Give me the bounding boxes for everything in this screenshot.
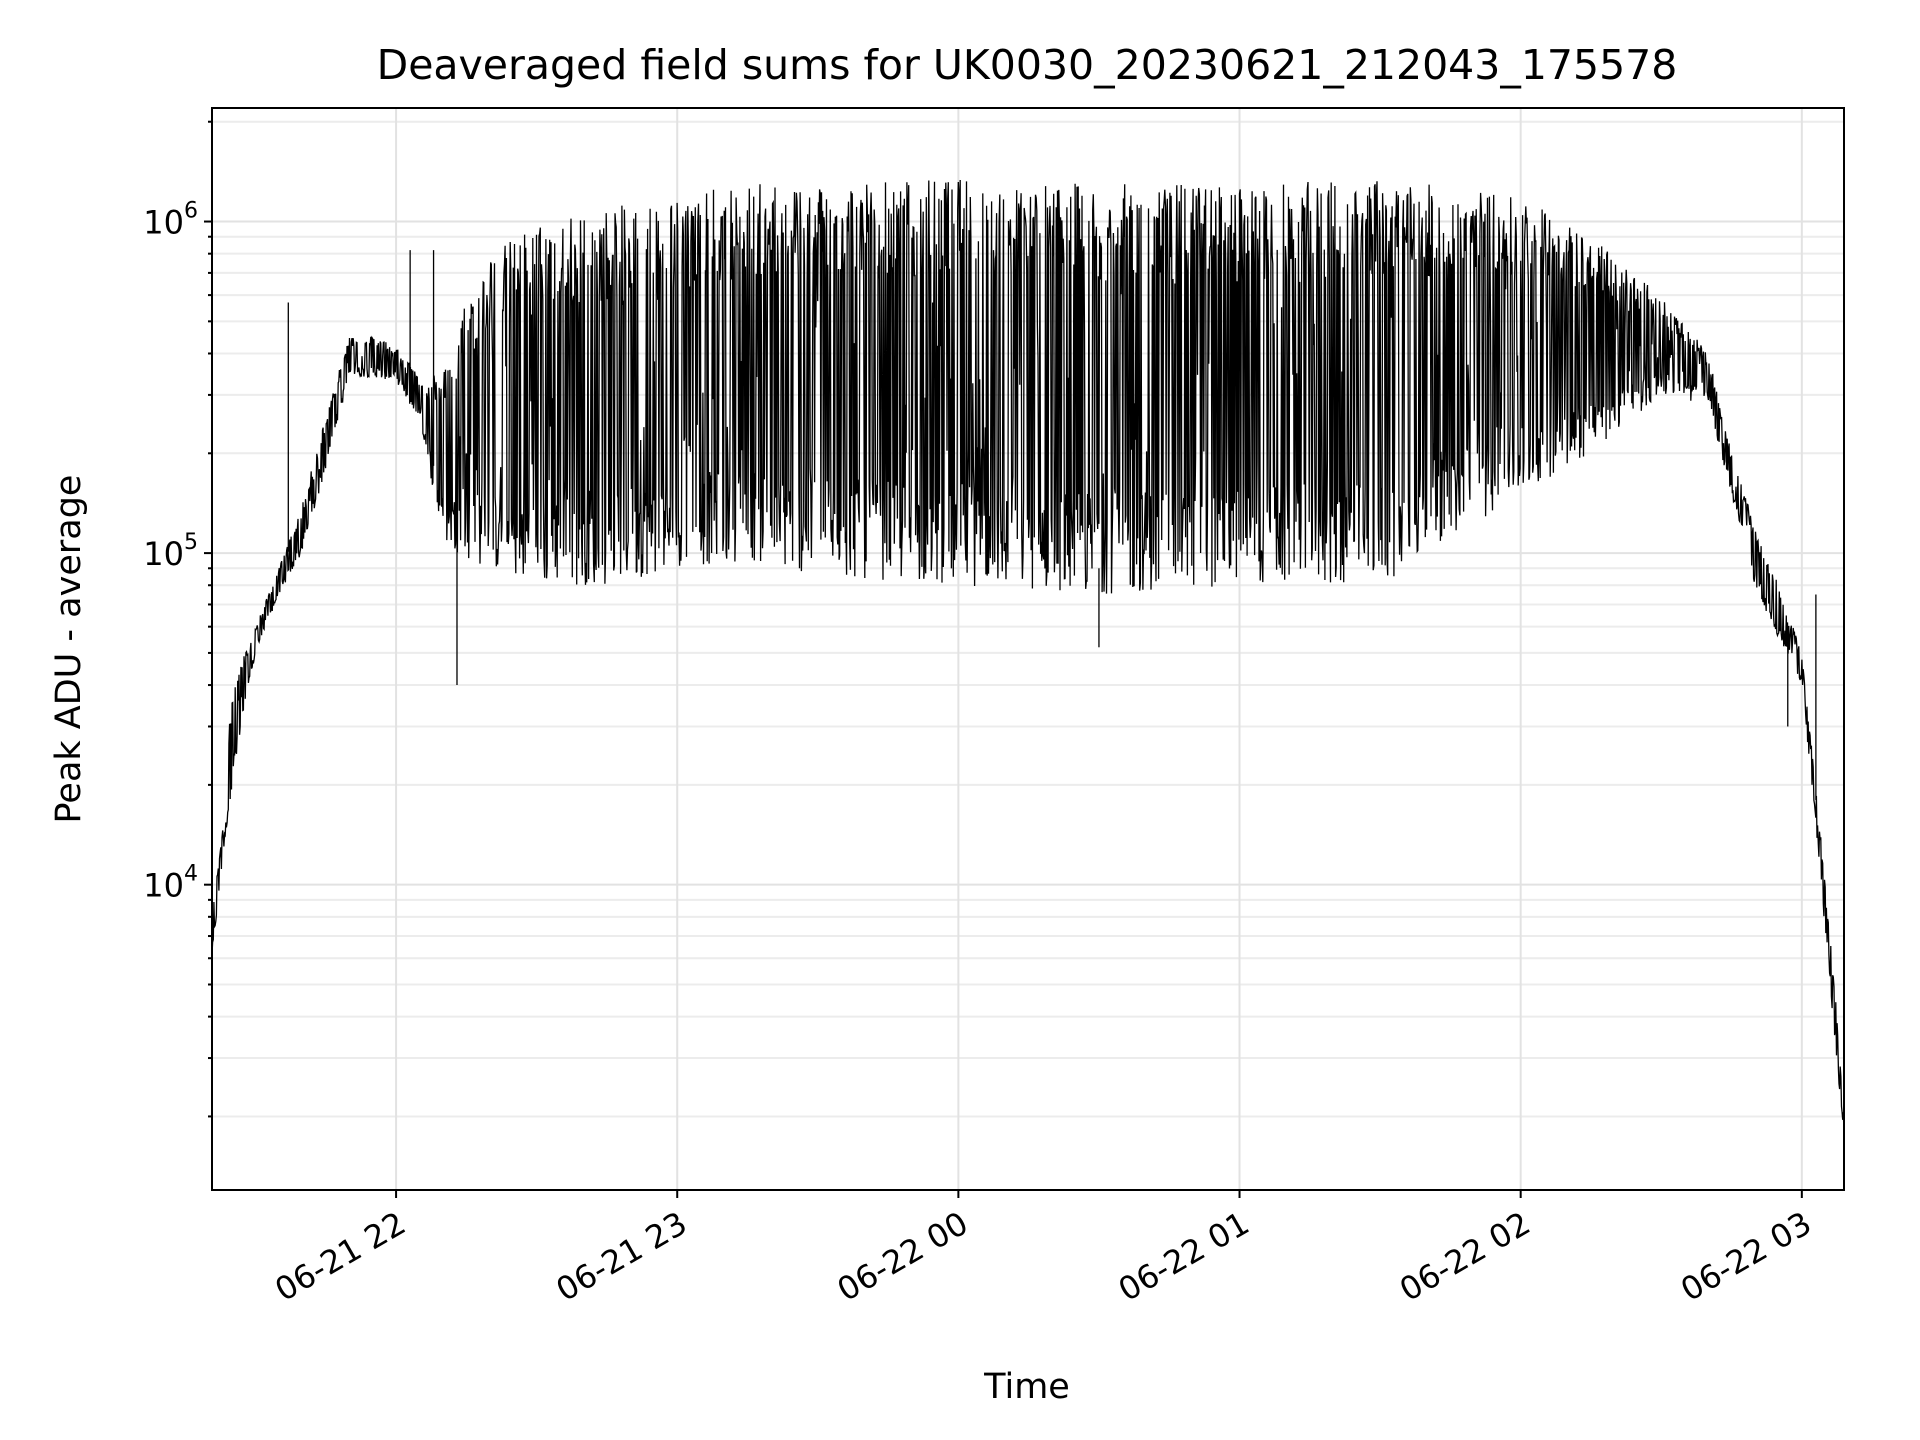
y-tick-label: 104: [143, 862, 198, 905]
series-line: [211, 179, 1845, 1136]
x-tick-label: 06-22 01: [1112, 1204, 1256, 1309]
plot-frame: [211, 107, 1845, 1191]
x-axis-label: Time: [983, 1367, 1070, 1407]
y-tick-label: 105: [143, 530, 198, 573]
y-axis-ticks: 104 105 106: [143, 120, 212, 1118]
y-tick-label: 106: [143, 199, 198, 242]
chart-title: Deaveraged field sums for UK0030_2023062…: [377, 41, 1678, 89]
x-tick-label: 06-22 02: [1393, 1204, 1537, 1309]
series-path: [211, 179, 1845, 1136]
x-tick-label: 06-22 03: [1674, 1204, 1818, 1309]
y-axis-label: Peak ADU - average: [49, 475, 89, 824]
x-tick-label: 06-22 00: [831, 1204, 975, 1309]
x-tick-label: 06-21 22: [268, 1204, 412, 1309]
x-axis-ticks: 06-21 22 06-21 23 06-22 00 06-22 01 06-22 02…: [268, 1190, 1818, 1309]
x-tick-label: 06-21 23: [550, 1204, 694, 1309]
